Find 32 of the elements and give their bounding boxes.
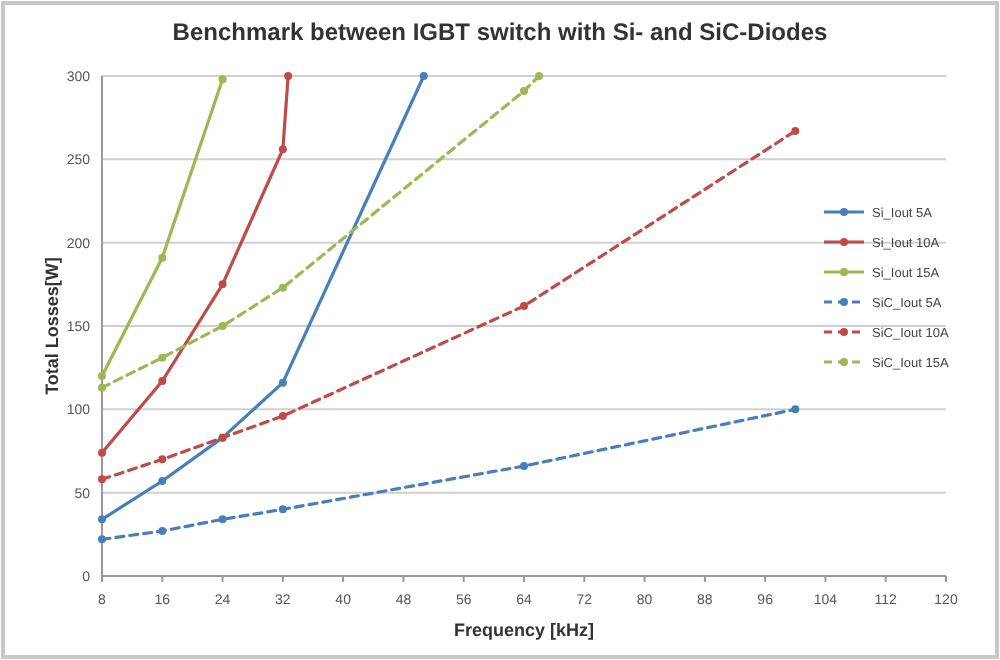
point — [791, 127, 800, 135]
point — [98, 515, 106, 524]
x-axis-title: Frequency [kHz] — [453, 620, 595, 640]
point — [98, 535, 106, 544]
point — [158, 377, 167, 385]
point — [520, 462, 528, 470]
point — [158, 477, 167, 485]
point — [218, 515, 227, 524]
point — [520, 302, 528, 310]
point — [535, 72, 544, 80]
point — [284, 72, 293, 80]
point — [98, 448, 106, 457]
point — [98, 475, 106, 484]
point — [158, 455, 167, 464]
point — [218, 280, 227, 289]
point — [158, 353, 167, 362]
point — [419, 72, 428, 80]
point — [278, 145, 287, 154]
point — [218, 322, 227, 330]
point — [158, 527, 167, 535]
point — [278, 378, 287, 387]
point — [158, 253, 167, 262]
chart-title: Benchmark between IGBT switch with Si- and SiC-Diodes — [172, 18, 829, 46]
point — [278, 505, 287, 514]
point — [98, 383, 106, 392]
point — [218, 75, 227, 84]
point — [278, 283, 287, 292]
point — [520, 87, 528, 95]
point — [98, 372, 106, 380]
point — [278, 412, 287, 420]
point — [791, 405, 800, 414]
y-axis-title: Total Losses[W] — [42, 257, 62, 395]
